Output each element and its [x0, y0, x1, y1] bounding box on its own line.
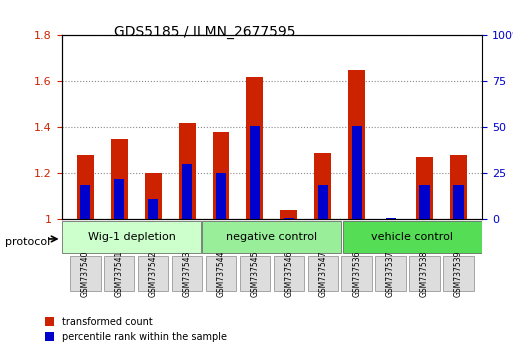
Text: GSM737547: GSM737547	[318, 250, 327, 297]
Bar	[111, 139, 128, 219]
Text: GDS5185 / ILMN_2677595: GDS5185 / ILMN_2677595	[114, 25, 296, 39]
Bar	[80, 184, 90, 219]
Text: GSM737538: GSM737538	[420, 250, 429, 297]
Text: Wig-1 depletion: Wig-1 depletion	[88, 232, 175, 242]
Bar	[250, 126, 260, 219]
FancyBboxPatch shape	[273, 256, 304, 291]
Text: GSM737544: GSM737544	[216, 250, 226, 297]
Bar	[182, 164, 192, 219]
FancyBboxPatch shape	[62, 221, 201, 253]
Text: negative control: negative control	[226, 232, 318, 242]
Text: GSM737539: GSM737539	[454, 250, 463, 297]
Bar	[145, 173, 162, 219]
Text: GSM737537: GSM737537	[386, 250, 395, 297]
Bar	[179, 123, 195, 219]
Text: GSM737542: GSM737542	[149, 250, 157, 297]
FancyBboxPatch shape	[138, 256, 168, 291]
Bar	[386, 218, 396, 219]
Text: GSM737543: GSM737543	[183, 250, 191, 297]
Bar	[314, 153, 331, 219]
FancyBboxPatch shape	[376, 256, 406, 291]
Text: protocol: protocol	[5, 238, 50, 247]
Bar	[284, 218, 294, 219]
Text: GSM737536: GSM737536	[352, 250, 361, 297]
Bar	[420, 184, 429, 219]
Bar	[148, 199, 158, 219]
Text: GSM737545: GSM737545	[250, 250, 260, 297]
Legend: transformed count, percentile rank within the sample: transformed count, percentile rank withi…	[41, 313, 231, 346]
Bar	[114, 179, 124, 219]
Bar	[77, 155, 94, 219]
FancyBboxPatch shape	[172, 256, 202, 291]
Text: GSM737546: GSM737546	[284, 250, 293, 297]
Text: GSM737540: GSM737540	[81, 250, 90, 297]
Text: GSM737541: GSM737541	[115, 250, 124, 297]
FancyBboxPatch shape	[203, 221, 341, 253]
FancyBboxPatch shape	[104, 256, 134, 291]
FancyBboxPatch shape	[70, 256, 101, 291]
FancyBboxPatch shape	[409, 256, 440, 291]
Bar	[216, 173, 226, 219]
Bar	[318, 184, 328, 219]
FancyBboxPatch shape	[342, 256, 372, 291]
Bar	[351, 126, 362, 219]
FancyBboxPatch shape	[307, 256, 338, 291]
Bar	[348, 70, 365, 219]
Bar	[416, 157, 433, 219]
Bar	[453, 184, 464, 219]
FancyBboxPatch shape	[343, 221, 482, 253]
Bar	[281, 210, 298, 219]
Bar	[212, 132, 229, 219]
FancyBboxPatch shape	[443, 256, 473, 291]
FancyBboxPatch shape	[206, 256, 236, 291]
FancyBboxPatch shape	[240, 256, 270, 291]
Bar	[246, 77, 263, 219]
Text: vehicle control: vehicle control	[371, 232, 453, 242]
Bar	[450, 155, 467, 219]
